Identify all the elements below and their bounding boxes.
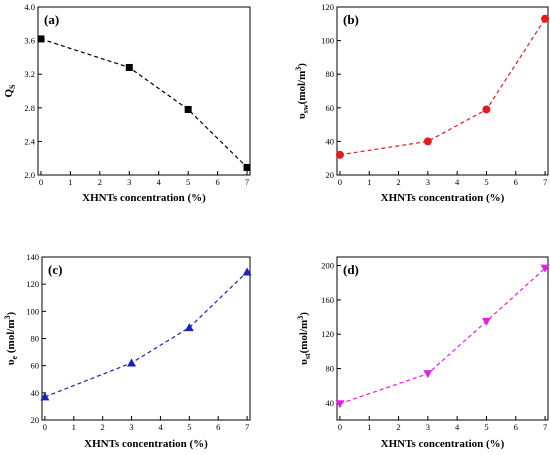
data-point (40, 392, 50, 401)
x-tick-label: 5 (187, 422, 191, 432)
x-tick-label: 7 (245, 422, 249, 432)
y-tick-label: 2.4 (24, 136, 35, 146)
y-tick-label: 120 (321, 329, 334, 339)
x-tick-label: 3 (426, 422, 430, 432)
y-tick-label: 2.0 (24, 170, 35, 180)
y-tick-label: 20 (326, 170, 335, 180)
plot-frame (37, 6, 251, 176)
x-tick-label: 1 (367, 422, 371, 432)
x-tick-label: 2 (98, 177, 102, 187)
x-tick-label: 7 (543, 177, 547, 187)
y-axis-label: QS (3, 84, 17, 98)
y-tick-label: 60 (326, 103, 335, 113)
series-line (339, 18, 546, 156)
y-tick-label: 80 (326, 69, 335, 79)
data-point (541, 14, 550, 23)
data-point (423, 370, 433, 379)
x-axis-label: XHNTs concentration (%) (82, 192, 206, 204)
x-tick-label: 3 (127, 177, 131, 187)
x-tick-label: 6 (216, 422, 220, 432)
series-line (40, 38, 248, 168)
x-tick-label: 1 (68, 177, 72, 187)
y-tick-label: 120 (26, 279, 39, 289)
series-line (339, 267, 546, 405)
x-axis-label: XHNTs concentration (%) (381, 438, 505, 450)
y-tick-label: 4.0 (24, 2, 35, 12)
x-tick-label: 0 (43, 422, 47, 432)
data-point (540, 264, 550, 273)
data-point (423, 137, 432, 146)
plot-frame (336, 6, 549, 176)
y-tick-label: 2.8 (24, 103, 35, 113)
y-tick-label: 160 (321, 295, 334, 305)
y-tick-label: 40 (326, 136, 335, 146)
y-tick-label: 20 (31, 415, 40, 425)
y-axis-label: υst(mol/m3) (296, 312, 312, 365)
y-tick-label: 100 (26, 306, 39, 316)
x-tick-label: 1 (72, 422, 76, 432)
x-tick-label: 0 (338, 422, 342, 432)
x-tick-label: 7 (245, 177, 249, 187)
panel-label: (c) (48, 262, 62, 277)
data-point (335, 150, 344, 159)
x-tick-label: 2 (396, 177, 400, 187)
x-tick-label: 6 (514, 422, 518, 432)
x-tick-label: 3 (426, 177, 430, 187)
y-tick-label: 60 (31, 361, 40, 371)
data-point (184, 323, 194, 332)
x-tick-label: 5 (484, 177, 488, 187)
x-tick-label: 4 (157, 177, 162, 187)
y-tick-label: 40 (31, 388, 40, 398)
y-tick-label: 120 (321, 2, 334, 12)
chart-panel-2: 0 1 2 3 4 5 6 7 20 40 60 80 100 120 (b) XHNTs concentra… (294, 2, 550, 204)
panel-label: (a) (44, 12, 59, 27)
x-tick-label: 2 (396, 422, 400, 432)
x-tick-label: 1 (367, 177, 371, 187)
chart-panel-4: 0 1 2 3 4 5 6 7 40 80 120 160 200 (d) XHNTs concentrat… (296, 256, 550, 450)
x-tick-label: 0 (39, 177, 43, 187)
plot-frame (41, 256, 251, 421)
data-point (127, 358, 137, 367)
data-point (335, 400, 345, 409)
data-point (243, 163, 251, 171)
x-tick-label: 7 (543, 422, 547, 432)
y-tick-label: 3.6 (24, 36, 35, 46)
data-point (481, 317, 491, 326)
chart-panel-3: 0 1 2 3 4 5 6 7 20 40 60 80 100 120 140 (c) XHNTs concen… (3, 252, 252, 450)
x-tick-label: 0 (338, 177, 342, 187)
x-tick-label: 4 (455, 177, 460, 187)
y-tick-label: 140 (26, 252, 39, 262)
data-point (242, 267, 252, 276)
panel-label: (d) (343, 262, 359, 277)
y-axis-label: υsw(mol/m3) (294, 63, 310, 119)
chart-panel-1: 0 1 2 3 4 5 6 7 2.0 2.4 2.8 3.2 3.6 4.0 (a) XHNTs conce… (3, 2, 251, 204)
y-tick-label: 80 (326, 364, 335, 374)
x-tick-label: 4 (455, 422, 460, 432)
y-tick-label: 3.2 (24, 69, 35, 79)
x-tick-label: 6 (514, 177, 518, 187)
data-point (37, 35, 45, 43)
x-tick-label: 6 (215, 177, 219, 187)
x-tick-label: 5 (186, 177, 190, 187)
y-axis-label: υe (mol/m3) (3, 312, 19, 366)
y-tick-label: 100 (321, 36, 334, 46)
x-axis-label: XHNTs concentration (%) (84, 438, 208, 450)
y-tick-label: 200 (321, 261, 334, 271)
y-tick-label: 80 (31, 334, 40, 344)
data-point (482, 105, 491, 114)
data-point (125, 63, 133, 71)
series-line (44, 271, 248, 398)
x-tick-label: 4 (158, 422, 163, 432)
x-axis-label: XHNTs concentration (%) (381, 192, 505, 204)
plot-frame (336, 256, 549, 421)
data-point (184, 105, 192, 113)
x-tick-label: 2 (101, 422, 105, 432)
x-tick-label: 5 (484, 422, 488, 432)
panel-label: (b) (343, 12, 359, 27)
x-tick-label: 3 (129, 422, 133, 432)
y-tick-label: 40 (326, 398, 335, 408)
